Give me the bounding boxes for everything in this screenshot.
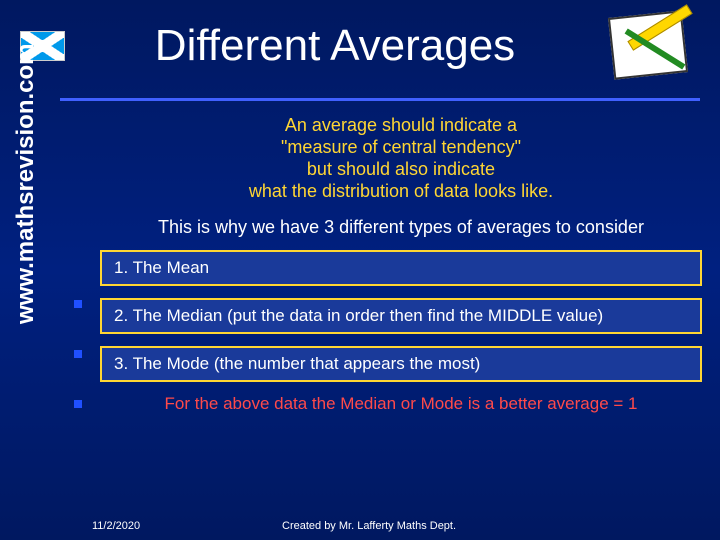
intro-line: "measure of central tendency" bbox=[100, 137, 702, 159]
average-item-median: 2. The Median (put the data in order the… bbox=[100, 298, 702, 334]
footer-date: 11/2/2020 bbox=[92, 520, 252, 532]
intro-block: An average should indicate a "measure of… bbox=[100, 115, 702, 203]
bullet-icon bbox=[74, 400, 82, 408]
item-text: 1. The Mean bbox=[114, 258, 209, 277]
item-text: 3. The Mode (the number that appears the… bbox=[114, 354, 480, 373]
slide-title: Different Averages bbox=[75, 21, 595, 71]
slide-header: Different Averages bbox=[0, 0, 720, 98]
conclusion-text: For the above data the Median or Mode is… bbox=[100, 394, 702, 414]
sidebar-url: www.mathsrevision.com bbox=[12, 43, 40, 324]
average-item-mode: 3. The Mode (the number that appears the… bbox=[100, 346, 702, 382]
average-item-mean: 1. The Mean bbox=[100, 250, 702, 286]
bullet-icon bbox=[74, 350, 82, 358]
item-text: 2. The Median (put the data in order the… bbox=[114, 306, 603, 325]
math-tools-icon bbox=[605, 10, 700, 82]
intro-line: what the distribution of data looks like… bbox=[100, 181, 702, 203]
footer-credit: Created by Mr. Lafferty Maths Dept. bbox=[252, 520, 700, 532]
intro-line: An average should indicate a bbox=[100, 115, 702, 137]
intro-line: but should also indicate bbox=[100, 159, 702, 181]
bullet-icon bbox=[74, 300, 82, 308]
slide-body: An average should indicate a "measure of… bbox=[82, 101, 720, 414]
slide-footer: 11/2/2020 Created by Mr. Lafferty Maths … bbox=[92, 520, 700, 532]
subheading: This is why we have 3 different types of… bbox=[100, 217, 702, 238]
